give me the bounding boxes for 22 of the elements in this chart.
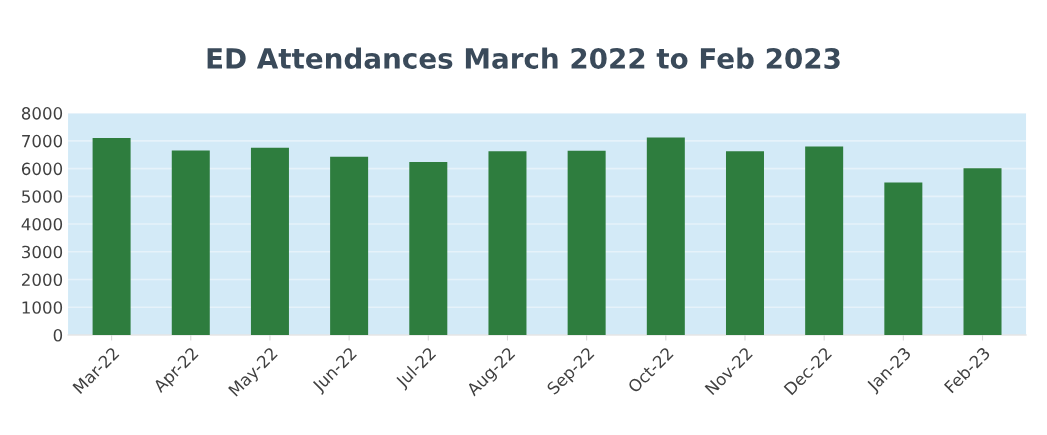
bar [409, 161, 448, 335]
y-tick-label: 1000 [22, 301, 63, 314]
bar [805, 146, 844, 335]
bar [725, 151, 764, 335]
bar [250, 147, 289, 335]
y-tick-label: 7000 [22, 134, 63, 148]
y-tick-label: 0 [53, 328, 63, 342]
y-tick-label: 2000 [22, 273, 63, 287]
y-tick-label: 3000 [22, 245, 63, 259]
bar [963, 168, 1002, 335]
y-tick-label: 4000 [21, 217, 63, 231]
bar [488, 151, 527, 335]
bar [171, 150, 210, 335]
y-tick-label: 6000 [21, 162, 63, 176]
chart-title: ED Attendances March 2022 to Feb 2023 [207, 47, 840, 69]
bar [330, 156, 369, 335]
y-tick-label: 8000 [21, 107, 63, 120]
bar [884, 182, 923, 335]
y-tick-label: 5000 [22, 190, 63, 203]
bar [646, 137, 685, 335]
bar [567, 150, 606, 335]
bar [92, 138, 131, 335]
